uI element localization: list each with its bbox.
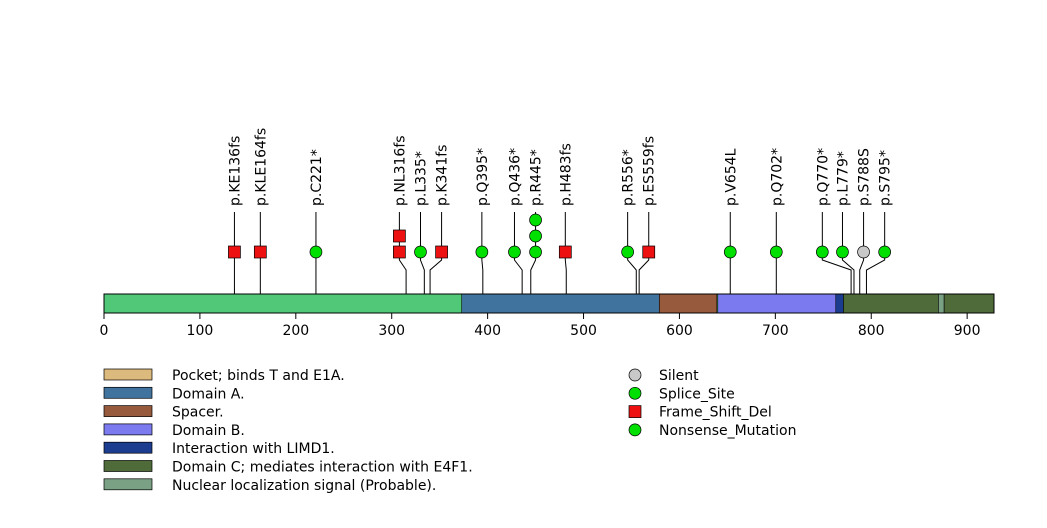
nonsense-mutation-marker (836, 245, 849, 259)
domain-block (943, 293, 995, 314)
domain-block (938, 293, 945, 314)
domain-legend-swatch (103, 386, 153, 399)
domain-legend-label: Spacer. (172, 405, 224, 421)
nonsense-mutation-marker (878, 245, 892, 259)
frame-shift-del-marker (435, 245, 448, 259)
domain-block (843, 293, 939, 314)
x-axis: 0 100 200 300 400 500 600 700 800 900 (100, 312, 994, 339)
mutation-label: p.C221* (309, 149, 325, 206)
domain-legend-label: Interaction with LIMD1. (172, 441, 335, 457)
frame-shift-del-marker (228, 245, 241, 259)
mutation-label: p.V654L (723, 148, 739, 206)
mutation-legend-swatch (628, 386, 642, 400)
domain-legend-label: Domain A. (172, 386, 245, 402)
domain-legend: Pocket; binds T and E1A. Domain A. Spacer.… (103, 368, 473, 494)
mutation-legend-swatch (628, 368, 642, 382)
nonsense-mutation-marker (309, 245, 323, 259)
mutation-label: p.R556* (621, 149, 637, 206)
lollipop-stem (513, 252, 523, 294)
x-tick-label: 200 (282, 323, 309, 339)
frame-shift-del-marker (393, 245, 406, 259)
x-tick-label: 400 (474, 323, 501, 339)
domain-block (717, 293, 838, 314)
frame-shift-del-marker (642, 245, 656, 259)
lollipop-stem (821, 252, 852, 294)
x-tick-label: 800 (858, 323, 885, 339)
domain-legend-label: Pocket; binds T and E1A. (172, 368, 345, 384)
lollipop-stem (398, 236, 407, 294)
x-tick-label: 500 (570, 323, 597, 339)
mutation-label: p.R445* (529, 149, 545, 206)
domain-legend-swatch (103, 423, 153, 436)
mutation-label: p.NL316fs (392, 135, 408, 206)
mutation-label: p.S788S (857, 148, 873, 206)
lollipop-stem (841, 252, 855, 294)
domain-block (835, 293, 844, 314)
x-tick-label: 300 (378, 323, 405, 339)
mutation-label: p.Q395* (475, 148, 491, 206)
mutation-legend-label: Frame_Shift_Del (659, 405, 772, 421)
domain-legend-swatch (103, 368, 153, 381)
mutation-label: p.L335* (413, 151, 429, 206)
mutation-markers (228, 213, 892, 259)
frame-shift-del-marker (393, 229, 406, 243)
domain-legend-swatch (103, 441, 153, 454)
nonsense-mutation-marker (529, 213, 542, 227)
mutation-label: p.L779* (835, 151, 851, 206)
nonsense-mutation-marker (414, 245, 427, 259)
nonsense-mutation-marker (529, 245, 542, 259)
mutation-legend-label: Silent (659, 368, 699, 384)
mutation-label: p.Q770* (815, 148, 831, 206)
mutation-legend-swatch (628, 405, 642, 418)
nonsense-mutation-marker (621, 245, 634, 259)
mutation-label: p.K341fs (435, 145, 451, 206)
domain-legend-swatch (103, 405, 153, 417)
nonsense-mutation-marker (529, 229, 542, 243)
mutation-type-legend: Silent Splice_Site Frame_Shift_Del Nonsense… (628, 368, 796, 439)
nonsense-mutation-marker (508, 245, 521, 259)
mutation-legend-label: Splice_Site (659, 386, 735, 402)
mutation-label: p.Q702* (769, 148, 785, 206)
x-tick-label: 900 (954, 323, 981, 339)
nonsense-mutation-marker (815, 245, 829, 259)
domain-legend-label: Domain B. (172, 423, 245, 439)
x-tick-label: 0 (100, 323, 109, 339)
nonsense-mutation-marker (769, 245, 783, 259)
frame-shift-del-marker (558, 245, 572, 259)
mutation-legend-swatch (628, 423, 642, 437)
x-tick-label: 100 (187, 323, 214, 339)
mutation-labels: p.KE136fs p.KLE164fs p.C221* p.NL316fs p.L33… (227, 128, 893, 206)
lollipop-stem (627, 252, 637, 294)
domain-legend-swatch (103, 460, 153, 472)
protein-backbone-group (103, 293, 995, 314)
mutation-label: p.KE136fs (227, 136, 243, 206)
domain-legend-swatch (103, 478, 153, 491)
domain-legend-label: Nuclear localization signal (Probable). (172, 478, 436, 494)
domain-block (461, 293, 660, 314)
lollipop-stem (865, 252, 886, 294)
domain-legend-label: Domain C; mediates interaction with E4F1… (172, 460, 473, 476)
mutation-label: p.Q436* (507, 148, 523, 206)
nonsense-mutation-marker (475, 245, 489, 259)
x-tick-label: 600 (666, 323, 693, 339)
splice-site-marker (723, 245, 737, 259)
frame-shift-del-marker (253, 245, 267, 259)
mutation-label: p.H483fs (558, 143, 574, 206)
mutation-label: p.ES559fs (642, 136, 658, 206)
mutation-label: p.KLE164fs (253, 128, 269, 206)
domain-block (658, 293, 718, 314)
silent-marker (857, 245, 870, 259)
mutation-label: p.S795* (878, 150, 894, 206)
x-tick-label: 700 (762, 323, 789, 339)
mutation-legend-label: Nonsense_Mutation (659, 423, 796, 439)
